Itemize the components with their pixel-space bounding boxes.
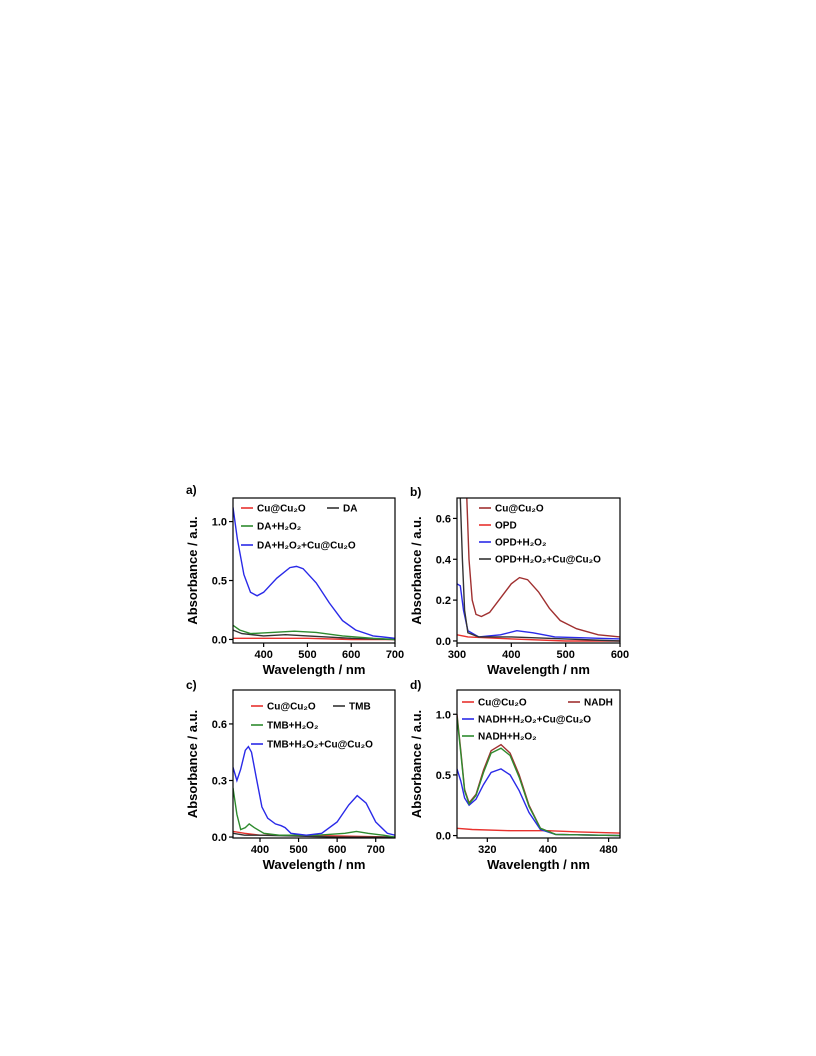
y-tick-label: 0.3 [212,775,227,787]
legend-entry: OPD [495,521,517,532]
legend-entry: OPD+H₂O₂+Cu@Cu₂O [495,555,601,566]
chart-panel-2: b) 300 400 500 600 0.0 0.2 0.4 0.6 Wavelength / n… [409,485,629,677]
y-tick-label: 1.0 [212,517,227,529]
x-axis-title: Wavelength / nm [487,662,590,677]
x-tick-label: 400 [254,649,272,661]
series-line-3 [233,787,395,838]
x-axis-title: Wavelength / nm [263,662,366,677]
series-line-1 [457,827,620,834]
y-tick-label: 0.0 [436,831,451,843]
legend-entry: Cu@Cu₂O [267,702,316,713]
x-tick-label: 300 [448,649,466,661]
x-tick-label: 600 [328,844,346,856]
series-line-3 [457,583,620,640]
chart-panel-1: a) 400 500 600 700 0.0 0.5 1.0 Wavelength / nm Ab… [185,483,404,677]
series-line-4 [459,498,620,642]
series-line-4 [457,716,620,837]
x-tick-label: 600 [611,649,629,661]
panel-label: b) [410,485,421,499]
legend-entry: NADH [584,698,613,709]
y-axis-title: Absorbance / a.u. [185,710,200,818]
y-tick-label: 0.0 [212,634,227,646]
panel-label: c) [186,678,197,692]
plot-frame [232,689,396,839]
y-axis-title: Absorbance / a.u. [409,710,424,818]
panel-label: a) [186,483,197,497]
y-tick-label: 0.5 [436,770,451,782]
y-tick-label: 0.6 [212,719,227,731]
series-line-1 [466,498,620,638]
x-tick-label: 400 [251,844,269,856]
legend-entry: DA+H₂O₂+Cu@Cu₂O [257,541,356,552]
chart-panel-3: c) 400 500 600 700 0.0 0.3 0.6 Wavelength / nm Ab… [185,678,396,872]
y-tick-label: 0.2 [436,595,451,607]
y-tick-label: 0.0 [436,636,451,648]
y-axis-title: Absorbance / a.u. [185,516,200,624]
legend-entry: NADH+H₂O₂ [478,732,537,743]
plot-frame [232,497,396,644]
legend-entry: OPD+H₂O₂ [495,538,546,549]
plot-frame [456,497,621,644]
series-line-3 [457,768,620,837]
x-tick-label: 500 [298,649,316,661]
legend-entry: TMB+H₂O₂+Cu@Cu₂O [267,740,373,751]
legend-entry: Cu@Cu₂O [257,504,306,515]
legend-entry: DA [343,504,357,515]
legend-entry: DA+H₂O₂ [257,522,301,533]
y-tick-label: 0.4 [436,554,452,566]
legend-entry: TMB+H₂O₂ [267,721,318,732]
series-line-2 [233,832,395,838]
x-axis-title: Wavelength / nm [487,857,590,872]
y-tick-label: 1.0 [436,709,451,721]
x-tick-label: 500 [289,844,307,856]
series-line-4 [233,507,395,639]
x-tick-label: 700 [386,649,404,661]
legend-entry: NADH+H₂O₂+Cu@Cu₂O [478,715,591,726]
series-line-3 [233,624,395,641]
x-tick-label: 400 [539,844,557,856]
legend-entry: TMB [349,702,371,713]
series-line-2 [457,634,620,642]
panel-label: d) [410,678,421,692]
legend-entry: Cu@Cu₂O [478,698,527,709]
series-line-1 [233,637,395,641]
y-tick-label: 0.5 [212,576,227,588]
x-tick-label: 700 [367,844,385,856]
legend-entry: Cu@Cu₂O [495,504,544,515]
x-axis-title: Wavelength / nm [263,857,366,872]
y-tick-label: 0.0 [212,832,227,844]
series-line-2 [233,629,395,641]
x-tick-label: 480 [599,844,617,856]
x-tick-label: 320 [478,844,496,856]
x-tick-label: 500 [556,649,574,661]
chart-panel-4: d) 320 400 480 0.0 0.5 1.0 Wavelength / nm Absor… [409,678,621,872]
series-line-4 [233,745,395,836]
x-tick-label: 600 [342,649,360,661]
y-tick-label: 0.6 [436,513,451,525]
x-tick-label: 400 [502,649,520,661]
plot-frame [456,689,621,839]
y-axis-title: Absorbance / a.u. [409,516,424,624]
